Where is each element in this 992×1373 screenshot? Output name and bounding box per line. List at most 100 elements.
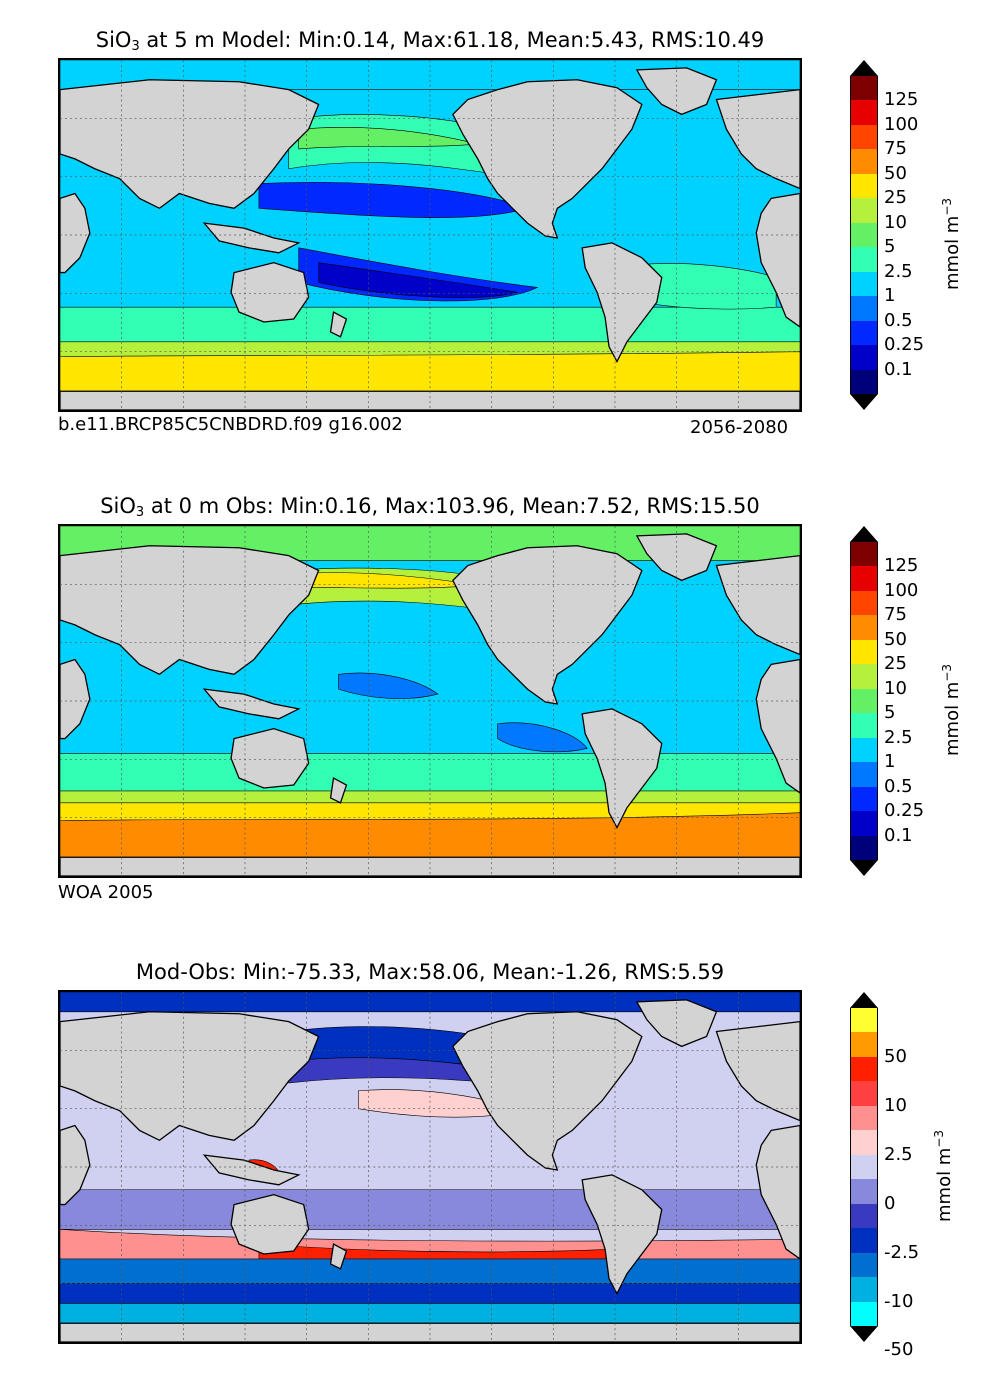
land-africa [755,658,800,794]
colorbar-tick-label: 1 [884,751,896,773]
colorbar-obs: 125 100 75 50 25 10 5 2.5 1 0.5 0.25 0.1 [850,526,924,876]
land-new-zealand [329,1243,348,1270]
colorbar-diff: 50 10 2.5 0 -2.5 -10 -50 [850,992,919,1359]
land-indonesia [202,1154,301,1186]
colorbar-tick-label: 100 [884,113,919,135]
colorbar-segment [850,615,878,641]
land-africa-left [60,192,91,274]
colorbar-segment [850,149,878,175]
land-africa-left [60,1124,91,1206]
land-australia [230,1194,310,1255]
panel-model: SiO3 at 5 m Model: Min:0.14, Max:61.18, … [0,0,992,460]
colorbar-segment [850,1081,878,1107]
map-model [58,58,802,412]
land-indonesia [202,688,301,720]
contour-band [338,672,439,699]
colorbar-segment [850,737,878,763]
colorbar-tick-label: 5 [884,702,896,724]
colorbar-tick-label: 50 [884,1045,907,1067]
panel-title: SiO3 at 5 m Model: Min:0.14, Max:61.18, … [95,28,765,54]
colorbar-segment [850,639,878,665]
colorbar-segment [850,345,878,371]
colorbar-tick-label: 10 [884,1094,907,1116]
colorbar-segment [850,198,878,224]
land-africa [755,1124,800,1260]
run-caption: b.e11.BRCP85C5CNBDRD.f09 g16.002 [58,414,403,435]
colorbar-tick-label: 50 [884,162,907,184]
land-north-america [452,1011,643,1171]
land-eurasia [60,545,320,676]
panel-diff: Mod-Obs: Min:-75.33, Max:58.06, Mean:-1.… [0,932,992,1373]
colorbar-extend-top [850,992,878,1008]
land-new-zealand [329,311,348,338]
colorbar-segment [850,320,878,346]
contour-band [60,1303,800,1324]
land-north-america [452,79,643,239]
colorbar-segment [850,1203,878,1229]
land-south-america [581,242,663,363]
colorbar-segment [850,1228,878,1254]
colorbar-extend-bottom [850,860,878,876]
colorbar-tick-label: 125 [884,555,919,577]
panel-title: Mod-Obs: Min:-75.33, Max:58.06, Mean:-1.… [135,960,725,984]
colorbar-model: 125 100 75 50 25 10 5 2.5 1 0.5 0.25 0.1 [850,60,924,410]
land-australia [230,262,310,323]
land-australia [230,728,310,789]
colorbar-tick-label: 0 [884,1192,896,1214]
source-caption: WOA 2005 [58,882,154,903]
land-south-america [581,708,663,829]
map-obs [58,524,802,878]
colorbar-tick-label: 1 [884,285,896,307]
land-eurasia [60,1011,320,1142]
colorbar-label: mmol m−3 [932,1129,955,1222]
panel-title: SiO3 at 0 m Obs: Min:0.16, Max:103.96, M… [100,494,760,520]
colorbar-tick-label: 10 [884,677,907,699]
colorbar-tick-label: 25 [884,187,907,209]
land-new-zealand [329,777,348,804]
colorbar-segment [850,811,878,837]
colorbar-segment [850,1277,878,1303]
land-eurasia [60,79,320,210]
colorbar-segment [850,762,878,788]
colorbar-tick-label: 75 [884,604,907,626]
colorbar-segment [850,369,878,395]
colorbar-tick-label: 25 [884,653,907,675]
land-antarctica [60,856,800,876]
colorbar-tick-label: 2.5 [884,260,913,282]
colorbar-tick-label: 0.25 [884,334,925,356]
colorbar-segment [850,173,878,199]
colorbar-tick-label: 50 [884,628,907,650]
colorbar-segment [850,296,878,322]
colorbar-segment [850,247,878,273]
colorbar-tick-label: 0.5 [884,309,913,331]
colorbar-tick-label: 10 [884,211,907,233]
colorbar-segment [850,1179,878,1205]
colorbar-tick-label: 75 [884,138,907,160]
land-europe-right [715,89,800,190]
land-europe-right [715,1021,800,1122]
colorbar-segment [850,100,878,126]
colorbar-tick-label: 0.1 [884,358,913,380]
colorbar-segment [850,590,878,616]
colorbar-segment [850,1301,878,1327]
colorbar-segment [850,566,878,592]
colorbar-segment [850,1105,878,1131]
colorbar-extend-top [850,526,878,542]
land-africa-left [60,658,91,740]
colorbar-tick-label: 0.1 [884,824,913,846]
colorbar-segment [850,124,878,150]
graticule [60,60,800,410]
colorbar-segment [850,76,878,101]
graticule [60,526,800,876]
colorbar-segment [850,1130,878,1156]
colorbar-tick-label: 2.5 [884,726,913,748]
colorbar-tick-label: 0.25 [884,800,925,822]
colorbar-segment [850,713,878,739]
land-north-america [452,545,643,705]
map-diff [58,990,802,1344]
colorbar-tick-label: -50 [884,1339,914,1361]
colorbar-tick-label: -2.5 [884,1241,920,1263]
land-layer [60,67,800,410]
colorbar-segment [850,835,878,861]
colorbar-label: mmol m−3 [940,663,963,756]
